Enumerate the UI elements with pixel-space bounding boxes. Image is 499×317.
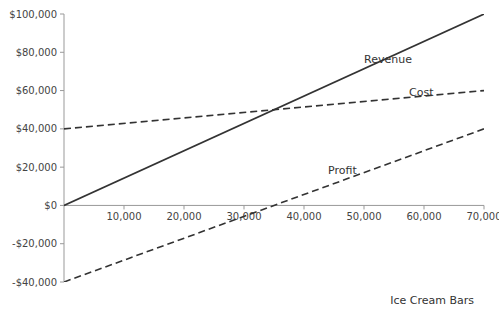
x-tick xyxy=(124,205,125,209)
y-tick-label: $100,000 xyxy=(9,9,57,20)
x-tick xyxy=(184,205,185,209)
annotation: Revenue xyxy=(364,53,412,66)
x-tick-label: 40,000 xyxy=(287,211,322,222)
y-tick-label: $80,000 xyxy=(16,47,57,58)
line-profit xyxy=(64,129,484,282)
y-tick xyxy=(60,167,64,168)
annotation: Cost xyxy=(409,86,434,99)
y-tick xyxy=(60,243,64,244)
x-axis-label: Ice Cream Bars xyxy=(390,294,474,307)
x-tick-label: 10,000 xyxy=(107,211,142,222)
x-tick xyxy=(484,205,485,209)
y-tick-label: $60,000 xyxy=(16,85,57,96)
annotation: Profit xyxy=(328,164,357,177)
x-tick-label: 50,000 xyxy=(347,211,382,222)
y-tick-label: -$40,000 xyxy=(12,277,57,288)
line-revenue xyxy=(64,14,484,205)
y-tick xyxy=(60,52,64,53)
y-tick xyxy=(60,14,64,15)
y-tick-label: $40,000 xyxy=(16,123,57,134)
x-tick xyxy=(304,205,305,209)
y-tick xyxy=(60,282,64,283)
x-tick xyxy=(244,205,245,209)
x-tick-label: 20,000 xyxy=(167,211,202,222)
y-tick-label: $20,000 xyxy=(16,162,57,173)
y-tick-label: $0 xyxy=(44,200,57,211)
y-axis-line xyxy=(64,14,65,282)
y-tick xyxy=(60,90,64,91)
x-tick-label: 70,000 xyxy=(467,211,499,222)
plot-area xyxy=(64,14,484,282)
x-tick xyxy=(424,205,425,209)
x-tick-label: 60,000 xyxy=(407,211,442,222)
y-tick xyxy=(60,205,64,206)
y-tick xyxy=(60,128,64,129)
x-tick xyxy=(364,205,365,209)
chart: 10,00020,00030,00040,00050,00060,00070,0… xyxy=(0,0,499,317)
y-tick-label: -$20,000 xyxy=(12,238,57,249)
